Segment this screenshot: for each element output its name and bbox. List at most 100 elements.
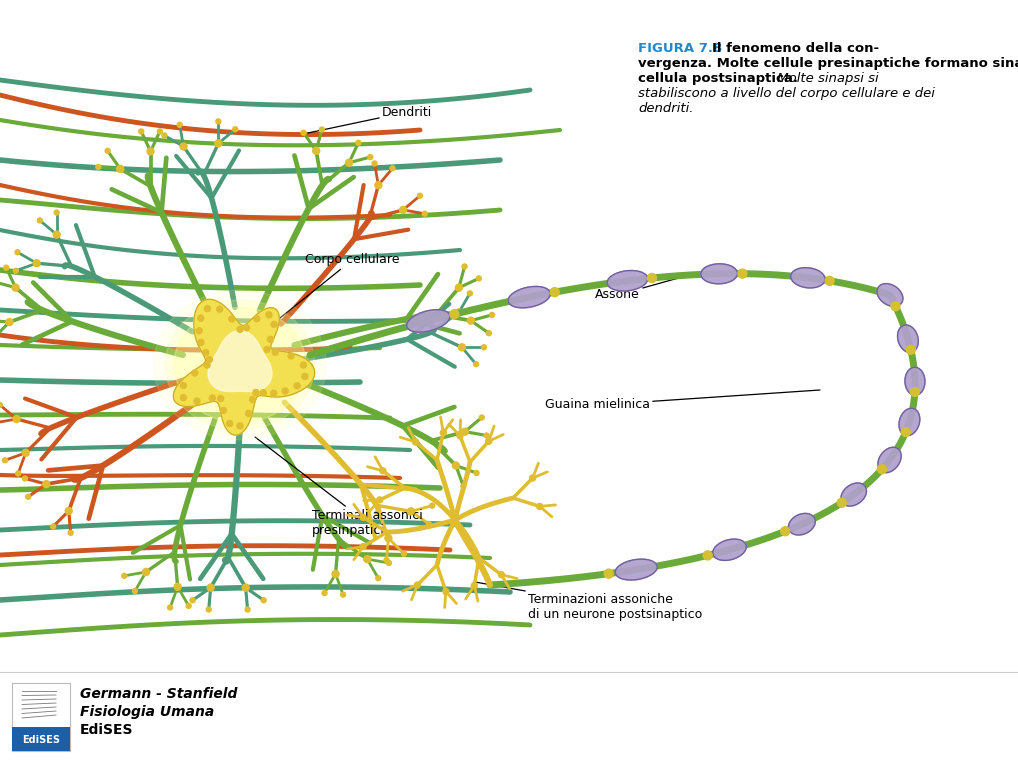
Circle shape <box>207 584 214 591</box>
Circle shape <box>294 383 300 389</box>
Circle shape <box>43 480 50 487</box>
Ellipse shape <box>899 408 920 436</box>
Circle shape <box>484 433 489 438</box>
Ellipse shape <box>165 300 315 430</box>
Circle shape <box>486 438 492 444</box>
Circle shape <box>781 526 790 536</box>
Circle shape <box>443 589 449 594</box>
Text: cellula postsinaptica.: cellula postsinaptica. <box>638 72 798 85</box>
Circle shape <box>51 524 56 529</box>
Circle shape <box>499 572 505 578</box>
Circle shape <box>245 607 250 612</box>
Text: dendriti.: dendriti. <box>638 102 693 115</box>
Circle shape <box>703 551 713 560</box>
Circle shape <box>479 415 485 420</box>
Circle shape <box>221 408 226 413</box>
Circle shape <box>197 340 204 345</box>
Circle shape <box>227 420 233 426</box>
Circle shape <box>210 395 216 401</box>
Circle shape <box>490 312 495 317</box>
Circle shape <box>65 508 72 515</box>
Circle shape <box>891 301 900 311</box>
Circle shape <box>34 260 40 267</box>
Circle shape <box>253 316 260 322</box>
Circle shape <box>471 583 477 589</box>
Ellipse shape <box>615 559 658 580</box>
Circle shape <box>322 590 327 595</box>
Circle shape <box>372 161 377 166</box>
Circle shape <box>375 182 382 189</box>
Circle shape <box>906 345 915 355</box>
Circle shape <box>266 312 272 318</box>
Circle shape <box>13 268 18 273</box>
Circle shape <box>53 231 60 238</box>
Circle shape <box>458 344 465 351</box>
Circle shape <box>6 319 13 326</box>
Circle shape <box>68 530 73 535</box>
Circle shape <box>461 483 466 489</box>
Circle shape <box>380 468 386 474</box>
Ellipse shape <box>898 325 918 352</box>
Circle shape <box>441 430 446 436</box>
Circle shape <box>262 597 266 603</box>
Circle shape <box>218 395 224 401</box>
Circle shape <box>271 390 277 396</box>
Polygon shape <box>208 330 272 391</box>
Circle shape <box>217 306 223 312</box>
Circle shape <box>143 569 150 576</box>
Ellipse shape <box>905 367 925 395</box>
Circle shape <box>384 558 389 562</box>
Circle shape <box>22 476 27 481</box>
Bar <box>12 727 70 751</box>
Text: stabiliscono a livello del corpo cellulare e dei: stabiliscono a livello del corpo cellula… <box>638 87 935 100</box>
Ellipse shape <box>174 308 306 423</box>
Circle shape <box>360 515 366 520</box>
Circle shape <box>252 390 259 395</box>
Circle shape <box>132 589 137 594</box>
Circle shape <box>38 218 43 223</box>
Ellipse shape <box>713 539 746 561</box>
Circle shape <box>482 344 487 350</box>
Circle shape <box>162 133 167 138</box>
Circle shape <box>205 305 211 312</box>
Ellipse shape <box>841 483 866 506</box>
Circle shape <box>204 362 210 368</box>
Text: Il fenomeno della con-: Il fenomeno della con- <box>712 42 880 55</box>
Text: EdiSES: EdiSES <box>22 735 60 745</box>
Circle shape <box>288 353 294 359</box>
Circle shape <box>427 522 432 526</box>
Ellipse shape <box>878 448 901 473</box>
Circle shape <box>320 127 325 132</box>
Polygon shape <box>173 299 315 435</box>
Circle shape <box>450 310 459 319</box>
Circle shape <box>158 129 162 134</box>
Circle shape <box>430 503 435 508</box>
Circle shape <box>12 284 19 291</box>
Ellipse shape <box>407 310 450 332</box>
Circle shape <box>377 497 383 503</box>
Circle shape <box>387 561 392 565</box>
Circle shape <box>385 535 392 542</box>
Circle shape <box>207 357 213 362</box>
Circle shape <box>341 592 345 597</box>
Circle shape <box>191 370 197 376</box>
Circle shape <box>301 130 306 135</box>
Circle shape <box>249 397 256 402</box>
Circle shape <box>367 155 373 159</box>
Circle shape <box>473 362 478 366</box>
Circle shape <box>180 383 186 389</box>
Circle shape <box>455 284 462 291</box>
Circle shape <box>478 306 483 311</box>
Circle shape <box>412 439 418 445</box>
Circle shape <box>194 398 200 404</box>
Circle shape <box>332 570 339 577</box>
Circle shape <box>363 555 371 562</box>
Ellipse shape <box>154 290 326 440</box>
Text: Molte sinapsi si: Molte sinapsi si <box>773 72 879 85</box>
Text: Assone: Assone <box>596 272 700 301</box>
Circle shape <box>147 148 154 155</box>
Circle shape <box>282 388 288 394</box>
Circle shape <box>177 123 182 127</box>
Text: Fisiologia Umana: Fisiologia Umana <box>80 705 214 719</box>
Circle shape <box>407 508 414 515</box>
